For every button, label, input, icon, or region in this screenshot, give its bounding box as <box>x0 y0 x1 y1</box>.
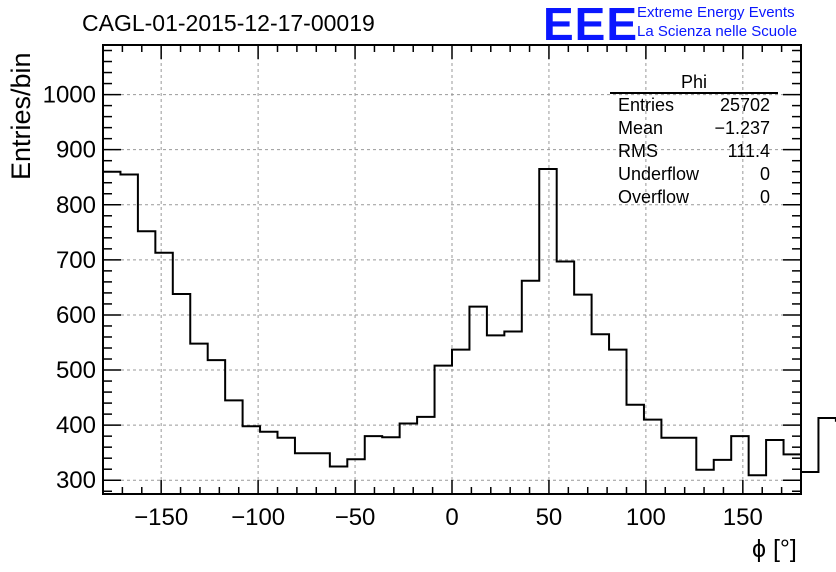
tick-labels: −150 −100 −50 0 50 100 150 300 400 500 600 700 800 90… <box>43 82 763 531</box>
stats-row: Entries 25702 <box>610 94 778 117</box>
x-tick-label: 0 <box>445 504 458 531</box>
stats-row: Mean −1.237 <box>610 117 778 140</box>
x-axis-label: ϕ [°] <box>752 535 797 563</box>
stats-label: Underflow <box>618 164 700 184</box>
x-tick-label: −150 <box>134 504 188 531</box>
y-tick-label: 600 <box>56 302 96 329</box>
stats-label: Overflow <box>618 187 690 207</box>
stats-row: Overflow 0 <box>610 186 778 209</box>
stats-label: RMS <box>618 141 658 161</box>
stats-value: 0 <box>759 187 770 207</box>
y-tick-label: 700 <box>56 247 96 274</box>
eee-logo-text: Extreme Energy Events La Scienza nelle S… <box>637 3 797 41</box>
y-tick-label: 900 <box>56 137 96 164</box>
y-tick-label: 300 <box>56 467 96 494</box>
stats-value: 111.4 <box>727 141 770 161</box>
logo-line-1: Extreme Energy Events <box>637 4 795 21</box>
x-tick-label: −50 <box>335 504 376 531</box>
stats-value: −1.237 <box>714 118 770 138</box>
eee-logo: EEE <box>543 0 639 50</box>
y-tick-label: 400 <box>56 412 96 439</box>
stats-title: Phi <box>610 72 778 94</box>
stats-value: 0 <box>759 164 770 184</box>
stats-label: Entries <box>618 95 675 115</box>
stats-label: Mean <box>618 118 664 138</box>
x-tick-label: −100 <box>231 504 285 531</box>
y-tick-label: 500 <box>56 357 96 384</box>
stats-box: Phi Entries 25702 Mean −1.237 RMS 111.4 Und… <box>610 72 778 209</box>
y-tick-label: 800 <box>56 192 96 219</box>
x-tick-label: 50 <box>536 504 563 531</box>
logo-line-2: La Scienza nelle Scuole <box>637 23 798 40</box>
stats-row: Underflow 0 <box>610 163 778 186</box>
stats-row: RMS 111.4 <box>610 140 778 163</box>
stats-value: 25702 <box>719 95 770 115</box>
y-tick-label: 1000 <box>43 82 96 109</box>
x-tick-label: 150 <box>723 504 763 531</box>
x-tick-label: 100 <box>626 504 666 531</box>
grid-lines <box>103 45 801 494</box>
y-axis-label: Entries/bin <box>6 52 36 180</box>
plot-frame <box>102 44 802 495</box>
chart-title: CAGL-01-2015-12-17-00019 <box>82 10 375 36</box>
